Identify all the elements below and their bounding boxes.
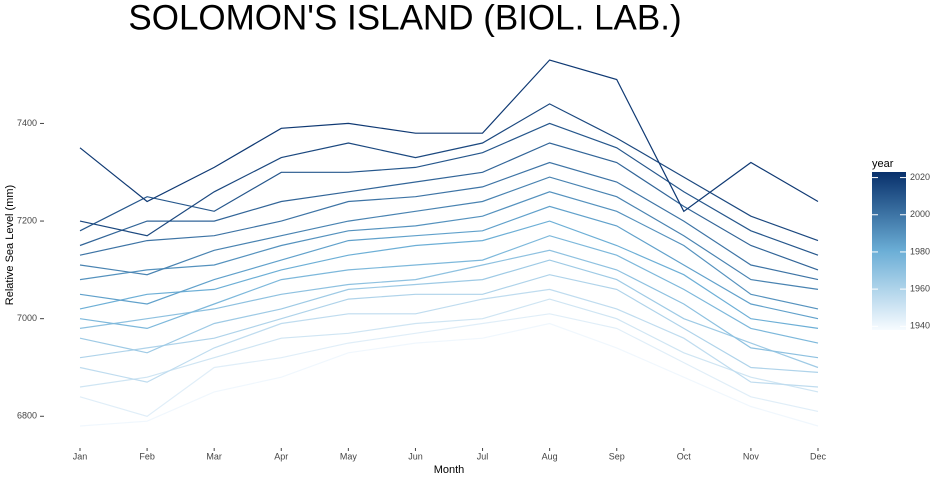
series-line [79,322,819,427]
series-line [79,259,819,369]
series-line [79,220,819,329]
x-tick-label: Aug [542,451,558,461]
series-line [79,298,819,393]
chart-title: SOLOMON'S ISLAND (BIOL. LAB.) [128,0,681,37]
series-line [79,205,819,320]
legend-tick-label: 1980 [910,246,930,256]
y-tick-label: 6800 [17,411,37,421]
series-line [79,161,819,281]
y-tick-label: 7200 [17,215,37,225]
x-tick-label: Nov [743,451,760,461]
series-line [79,176,819,290]
series-line [79,103,819,242]
x-tick-label: Feb [139,451,155,461]
x-tick-label: Dec [810,451,827,461]
series-line [79,59,819,213]
x-tick-label: Sep [609,451,625,461]
series-line [79,142,819,271]
colorbar [872,172,906,330]
legend-tick-label: 1940 [910,321,930,331]
legend-tick-label: 1960 [910,283,930,293]
series-line [79,191,819,310]
series-line [79,313,819,417]
series-line [79,122,819,256]
x-tick-label: Oct [677,451,692,461]
y-tick-label: 7000 [17,313,37,323]
x-tick-label: Jul [477,451,489,461]
series-line [79,274,819,373]
y-tick-label: 7400 [17,118,37,128]
series-line [79,288,819,388]
series-line [79,235,819,344]
x-tick-label: Jan [73,451,88,461]
x-tick-label: Mar [206,451,222,461]
x-axis-label: Month [434,464,465,476]
y-axis-label: Relative Sea Level (mm) [4,185,16,305]
legend-tick-label: 2020 [910,172,930,182]
legend-title: year [872,158,894,170]
series-line [79,249,819,359]
x-tick-label: Jun [408,451,423,461]
x-tick-label: Apr [274,451,288,461]
legend-tick-label: 2000 [910,209,930,219]
x-tick-label: May [340,451,358,461]
